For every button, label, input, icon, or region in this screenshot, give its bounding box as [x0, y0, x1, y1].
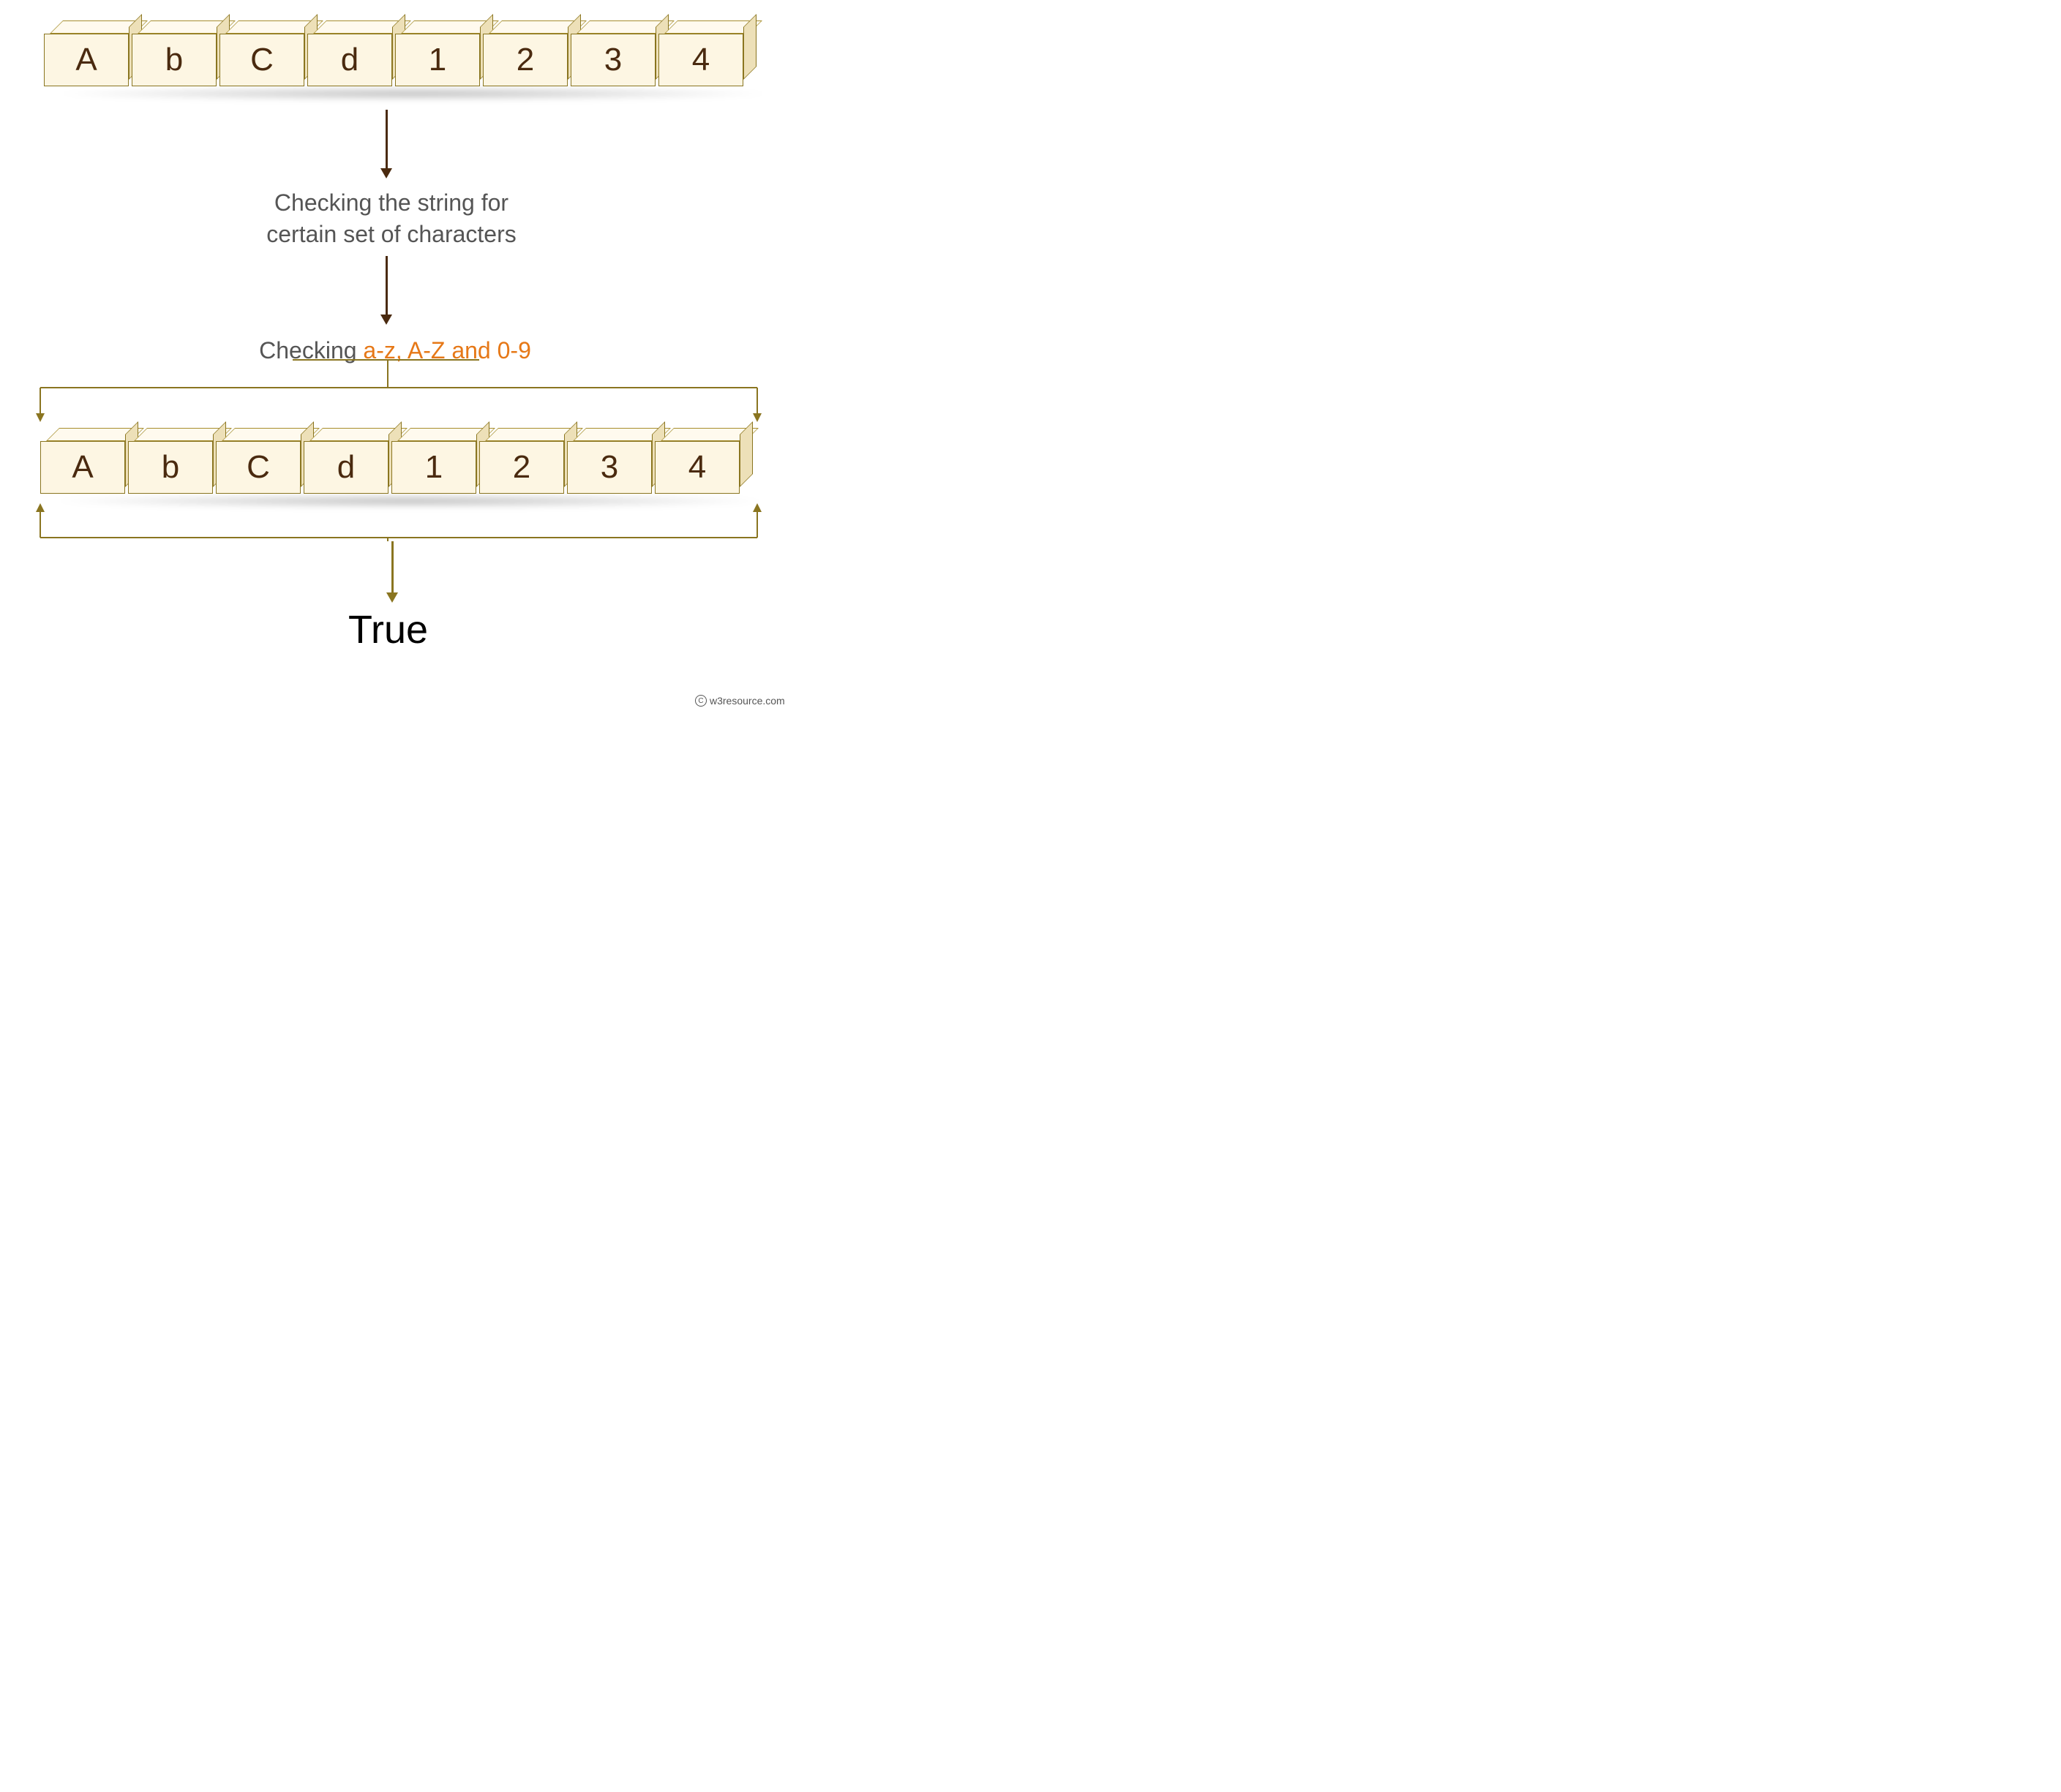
copyright: C w3resource.com — [695, 695, 785, 707]
caption-checking-charset: Checking a-z, A-Z and 0-9 — [190, 335, 600, 366]
char-cube-face: b — [132, 34, 217, 86]
char-cube-face: A — [44, 34, 129, 86]
char-cube: d — [304, 428, 388, 494]
caption1-line1: Checking the string for — [219, 187, 563, 219]
row1-shadow — [51, 86, 776, 101]
char-cube-face: 2 — [483, 34, 568, 86]
char-cube-face: 3 — [571, 34, 656, 86]
string-row-1: AbCd1234 — [44, 20, 743, 86]
char-cube-face: d — [304, 441, 388, 494]
row2-shadow — [48, 494, 772, 508]
char-cube: 2 — [479, 428, 564, 494]
char-cube: 3 — [567, 428, 652, 494]
char-cube-face: b — [128, 441, 213, 494]
caption1-line2: certain set of characters — [219, 219, 563, 250]
char-cube: 1 — [395, 20, 480, 86]
char-cube: C — [216, 428, 301, 494]
char-cube-face: d — [307, 34, 392, 86]
char-cube: b — [128, 428, 213, 494]
char-cube: 1 — [391, 428, 476, 494]
copyright-icon: C — [695, 695, 707, 707]
char-cube-face: A — [40, 441, 125, 494]
char-cube-face: 3 — [567, 441, 652, 494]
char-cube-face: 4 — [655, 441, 740, 494]
char-cube: A — [44, 20, 129, 86]
copyright-text: w3resource.com — [710, 695, 785, 707]
bracket-bottom — [0, 0, 1, 1]
char-cube-face: 2 — [479, 441, 564, 494]
char-cube-face: 1 — [391, 441, 476, 494]
result-text: True — [348, 607, 428, 652]
char-cube-face: 4 — [658, 34, 743, 86]
char-cube: 4 — [655, 428, 740, 494]
char-cube: d — [307, 20, 392, 86]
char-cube: b — [132, 20, 217, 86]
char-cube-face: C — [216, 441, 301, 494]
diagram-canvas: AbCd1234 Checking the string for certain… — [0, 0, 825, 717]
char-cube: 3 — [571, 20, 656, 86]
char-cube: A — [40, 428, 125, 494]
arrow-down-1 — [380, 110, 392, 178]
char-cube: 2 — [483, 20, 568, 86]
char-cube: 4 — [658, 20, 743, 86]
caption-checking-string: Checking the string for certain set of c… — [219, 187, 563, 250]
arrow-down-2 — [380, 256, 392, 325]
char-cube-face: C — [219, 34, 304, 86]
char-cube: C — [219, 20, 304, 86]
string-row-2: AbCd1234 — [40, 428, 740, 494]
arrow-down-3 — [386, 541, 398, 603]
char-cube-face: 1 — [395, 34, 480, 86]
